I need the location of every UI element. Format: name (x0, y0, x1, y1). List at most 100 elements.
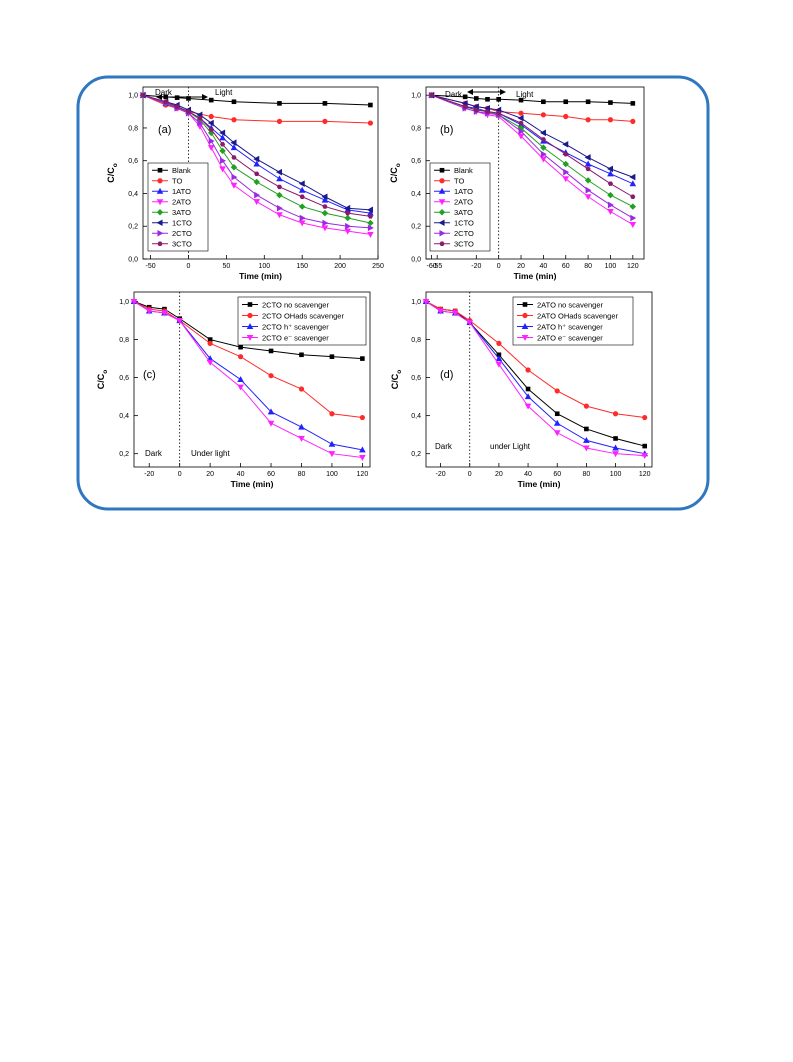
data-point (344, 214, 351, 222)
y-tick-label: 0,4 (411, 413, 421, 420)
legend-marker (438, 187, 446, 194)
legend-entry: 1CTO (454, 219, 474, 228)
x-axis-label: Time (min) (231, 479, 274, 489)
data-point (207, 145, 215, 152)
x-tick-label: 100 (258, 263, 270, 270)
data-point (299, 352, 304, 358)
y-tick-label: 1,0 (411, 299, 421, 306)
data-point (298, 203, 306, 210)
y-tick-label: 0,4 (128, 191, 138, 198)
data-point (562, 141, 569, 148)
data-point (367, 231, 374, 238)
data-point (267, 408, 275, 415)
data-point (299, 214, 306, 222)
data-point (540, 137, 546, 142)
data-point (276, 191, 283, 199)
data-point (206, 359, 214, 366)
data-point (612, 411, 619, 417)
x-tick-label: 20 (495, 471, 503, 478)
data-point (495, 355, 503, 362)
legend-marker (438, 199, 446, 206)
data-point (321, 196, 329, 203)
data-point (554, 411, 560, 417)
y-tick-label: 0,2 (411, 224, 421, 231)
data-point (485, 96, 490, 102)
data-point (518, 110, 524, 116)
x-tick-label: 120 (639, 471, 651, 478)
x-tick-label: 80 (582, 471, 590, 478)
data-point (540, 156, 547, 163)
data-point (518, 120, 524, 126)
data-point (253, 160, 261, 167)
data-point (562, 160, 569, 168)
data-point (612, 451, 619, 458)
legend-marker (439, 178, 445, 184)
y-axis-label-sub: o (396, 370, 403, 374)
data-point (322, 204, 328, 209)
y-axis-label: C/Co (390, 370, 403, 390)
data-point (629, 180, 637, 187)
data-point (539, 129, 546, 137)
data-point (359, 414, 365, 421)
chart-panel-d: 0,2 0,4 0,6 0,8 1,0 -20 0 20 40 60 80 100 120 Time (m… (390, 291, 653, 489)
data-point (422, 298, 430, 305)
data-point (253, 178, 260, 186)
data-point (322, 118, 328, 124)
data-point (267, 420, 275, 427)
y-tick-label: 0,2 (411, 451, 421, 458)
y-axis-label-sub: o (395, 163, 402, 167)
x-tick-label: 0 (497, 263, 501, 270)
data-point (517, 114, 524, 122)
data-point (630, 194, 636, 199)
x-tick-label: 100 (610, 471, 622, 478)
data-point (298, 386, 305, 392)
arrow-head-right (500, 89, 506, 95)
data-point (554, 388, 560, 394)
data-point (524, 403, 532, 410)
data-point (496, 111, 502, 116)
data-point (299, 194, 305, 199)
y-tick-label: 0,6 (128, 158, 138, 165)
data-point (219, 129, 226, 137)
data-point (484, 109, 491, 114)
data-point (197, 115, 203, 121)
x-tick-label: -55 (432, 263, 442, 270)
data-point (540, 150, 547, 158)
legend-entry: 2CTO OHads scavenger (262, 311, 344, 320)
y-tick-label: 1,0 (119, 299, 129, 306)
x-tick-label: 80 (298, 471, 306, 478)
series-line (425, 301, 645, 419)
legend-entry: 2ATO h⁺ scavenger (537, 322, 603, 331)
arrow-head-left (467, 89, 473, 95)
y-tick-label: 0,8 (119, 337, 129, 344)
y-tick-label: 0,2 (119, 451, 129, 458)
y-tick-label: 0,8 (411, 125, 421, 132)
data-point (583, 403, 589, 409)
data-point (276, 184, 282, 190)
data-point (321, 225, 329, 232)
data-point (629, 203, 637, 210)
legend-marker (439, 167, 445, 173)
series-line (425, 301, 645, 457)
data-point (585, 117, 591, 123)
x-tick-label: 50 (222, 263, 230, 270)
data-point (298, 186, 306, 193)
y-axis-label: C/Co (106, 163, 119, 183)
data-point (344, 228, 351, 235)
y-axis-label: C/Co (96, 370, 109, 390)
data-point (607, 181, 614, 186)
x-tick-label: 120 (357, 471, 369, 478)
data-point (219, 134, 226, 141)
legend-entry: 3CTO (172, 240, 192, 249)
chart-panel-b: 0,0 0,2 0,4 0,6 0,8 1,0 -60-55 -20 0 20 40 60 80 100 1… (389, 86, 645, 281)
data-point (563, 113, 569, 120)
data-point (231, 117, 237, 123)
panel-label: (d) (440, 369, 453, 381)
data-point (584, 154, 591, 161)
legend-box (429, 162, 491, 252)
x-tick-label: -60 (427, 263, 437, 270)
data-point (368, 102, 373, 108)
data-point (641, 453, 649, 460)
data-point (322, 219, 329, 227)
